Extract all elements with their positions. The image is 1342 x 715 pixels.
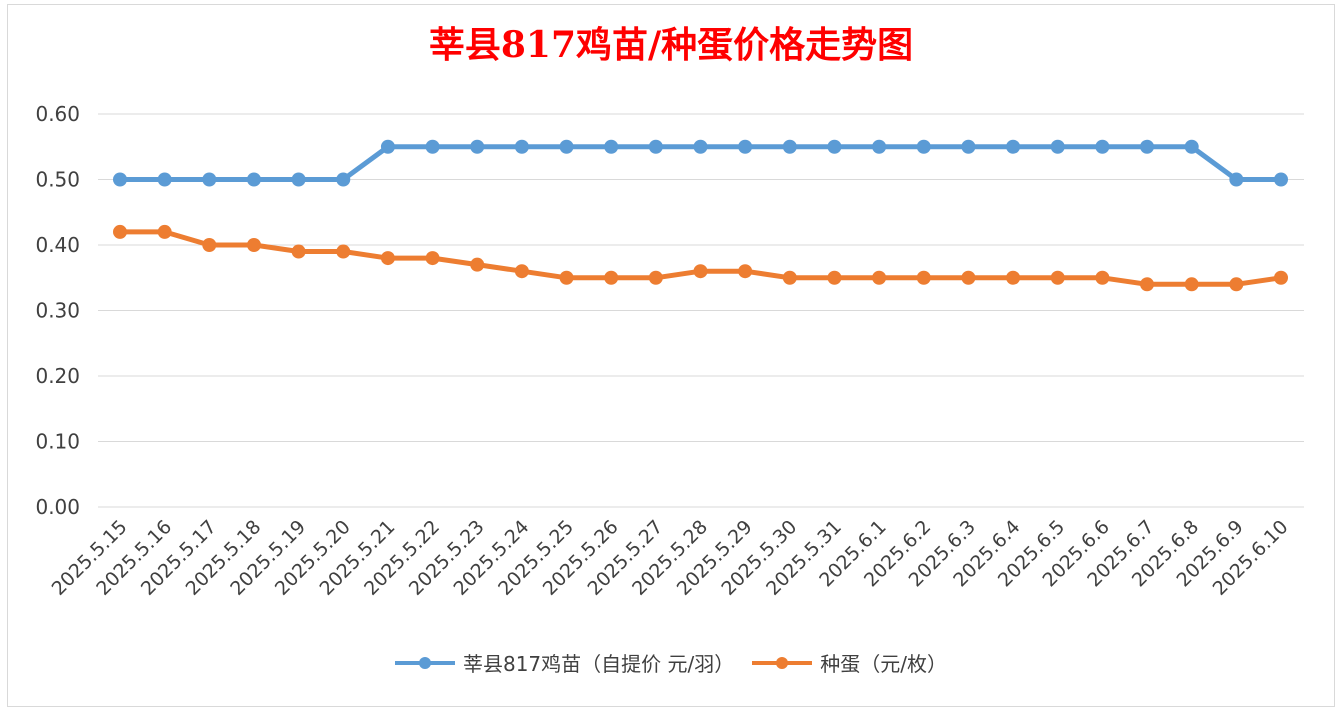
data-point-series-1[interactable] [380,139,395,154]
data-point-series-1[interactable] [1140,139,1155,154]
data-point-series-1[interactable] [872,139,887,154]
data-point-series-1[interactable] [246,172,261,187]
data-point-series-1[interactable] [1274,172,1288,187]
data-point-series-1[interactable] [1184,139,1199,154]
data-point-series-1[interactable] [1229,172,1244,187]
data-point-series-1[interactable] [1050,139,1065,154]
data-point-series-1[interactable] [113,172,127,187]
legend: 莘县817鸡苗（自提价 元/羽） 种蛋（元/枚） [0,648,1342,677]
data-point-series-2[interactable] [738,264,753,279]
data-point-series-2[interactable] [1229,277,1244,292]
y-tick-label: 0.50 [35,168,80,192]
legend-label-series-2: 种蛋（元/枚） [820,652,948,676]
y-tick-label: 0.10 [35,430,80,454]
data-point-series-2[interactable] [1274,270,1288,285]
legend-label-series-1: 莘县817鸡苗（自提价 元/羽） [462,652,735,676]
data-point-series-2[interactable] [827,270,842,285]
data-point-series-2[interactable] [693,264,708,279]
data-point-series-1[interactable] [470,139,485,154]
data-point-series-2[interactable] [1184,277,1199,292]
data-point-series-2[interactable] [470,257,485,272]
legend-item-series-2[interactable]: 种蛋（元/枚） [752,648,947,677]
data-point-series-2[interactable] [157,224,172,239]
data-point-series-2[interactable] [291,244,306,259]
data-point-series-2[interactable] [916,270,931,285]
data-point-series-2[interactable] [336,244,351,259]
data-point-series-1[interactable] [648,139,663,154]
data-point-series-2[interactable] [782,270,797,285]
data-point-series-1[interactable] [693,139,708,154]
data-point-series-2[interactable] [559,270,574,285]
x-axis-tick-labels: 2025.5.152025.5.162025.5.172025.5.182025… [48,516,1293,600]
chart-area[interactable] [7,4,1335,707]
data-point-series-1[interactable] [202,172,217,187]
data-point-series-2[interactable] [1050,270,1065,285]
data-point-series-2[interactable] [425,251,440,266]
legend-item-series-1[interactable]: 莘县817鸡苗（自提价 元/羽） [394,648,735,677]
y-tick-label: 0.00 [35,495,80,519]
y-tick-label: 0.40 [35,233,80,257]
data-point-series-1[interactable] [559,139,574,154]
gridlines [98,113,1304,508]
data-point-series-2[interactable] [872,270,887,285]
data-point-series-1[interactable] [916,139,931,154]
data-point-series-2[interactable] [113,224,127,239]
data-point-series-1[interactable] [961,139,976,154]
data-point-series-1[interactable] [782,139,797,154]
data-point-series-2[interactable] [1095,270,1110,285]
data-point-series-2[interactable] [648,270,663,285]
legend-marker-series-1-icon [394,656,455,669]
data-point-series-2[interactable] [1006,270,1021,285]
data-point-series-2[interactable] [1140,277,1155,292]
data-point-series-1[interactable] [425,139,440,154]
legend-marker-series-2-icon [752,656,813,669]
data-point-series-1[interactable] [1095,139,1110,154]
data-point-series-1[interactable] [738,139,753,154]
data-point-series-2[interactable] [961,270,976,285]
y-axis-tick-labels: 0.00 0.10 0.20 0.30 0.40 0.50 0.60 [35,102,80,519]
y-tick-label: 0.60 [35,102,80,126]
data-point-series-1[interactable] [291,172,306,187]
data-point-series-2[interactable] [514,264,529,279]
data-series [113,139,1288,292]
data-point-series-2[interactable] [246,238,261,252]
y-tick-label: 0.30 [35,299,80,323]
data-point-series-1[interactable] [604,139,619,154]
data-point-series-1[interactable] [827,139,842,154]
data-point-series-1[interactable] [1006,139,1021,154]
data-point-series-1[interactable] [514,139,529,154]
data-point-series-2[interactable] [604,270,619,285]
data-point-series-2[interactable] [380,251,395,266]
data-point-series-1[interactable] [336,172,351,187]
chart-title: 莘县817鸡苗/种蛋价格走势图 [428,24,914,66]
y-tick-label: 0.20 [35,364,80,388]
data-point-series-2[interactable] [202,238,217,252]
data-point-series-1[interactable] [157,172,172,187]
